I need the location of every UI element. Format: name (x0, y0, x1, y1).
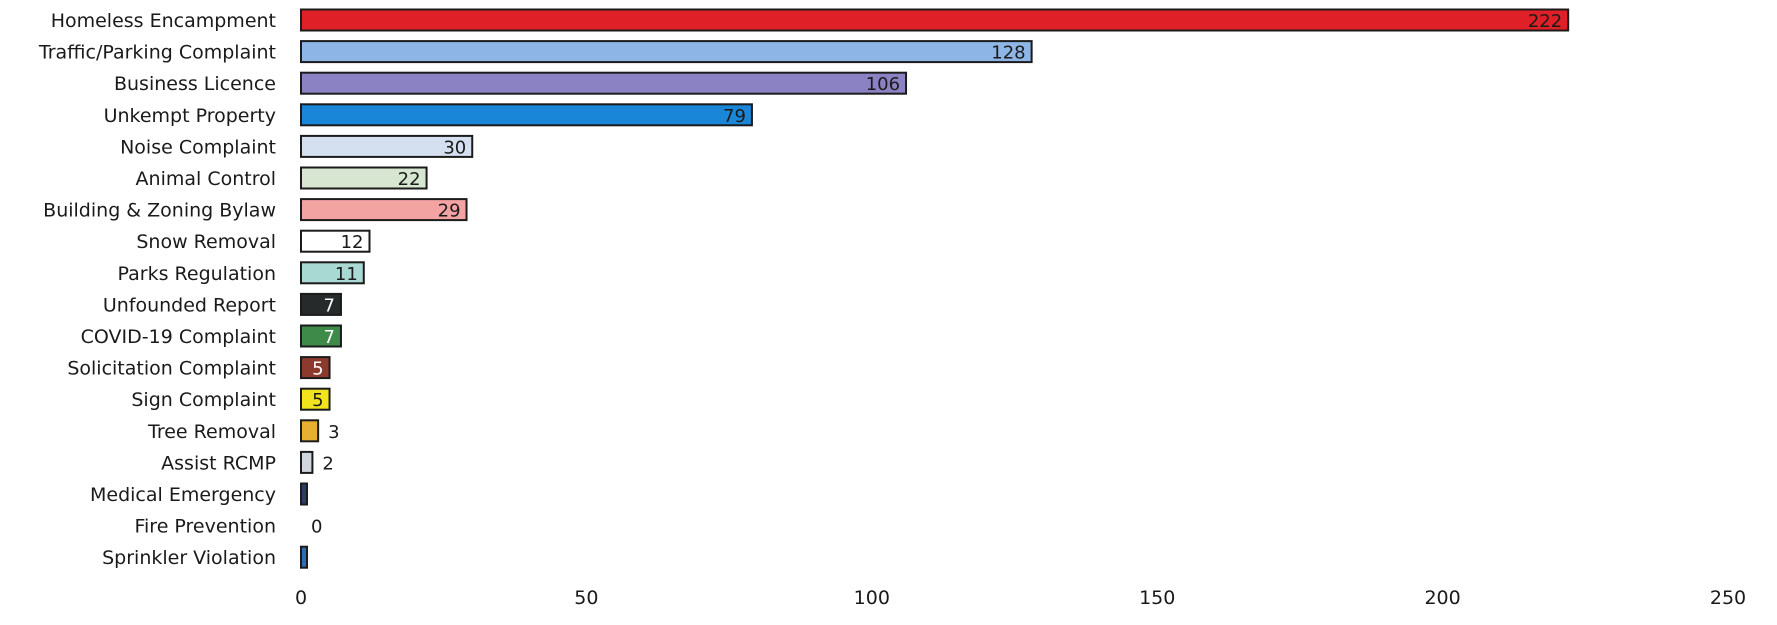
data-label: 5 (312, 390, 323, 411)
category-label: Traffic/Parking Complaint (38, 42, 276, 64)
category-label: Noise Complaint (120, 136, 276, 158)
data-label: 106 (866, 74, 900, 95)
bar (300, 229, 371, 253)
data-label: 5 (312, 359, 323, 380)
bar (300, 134, 474, 158)
category-label: Assist RCMP (161, 452, 276, 474)
data-label: 22 (398, 169, 421, 190)
data-label: 3 (328, 422, 339, 443)
category-label: Building & Zoning Bylaw (43, 200, 276, 222)
x-tick-label: 200 (1424, 587, 1460, 609)
bar (300, 450, 314, 474)
x-tick-label: 0 (295, 587, 307, 609)
data-label: 79 (723, 106, 746, 127)
bar (300, 545, 308, 569)
x-tick-label: 150 (1139, 587, 1175, 609)
bar (300, 419, 320, 443)
x-axis-tick-labels: 0 50 100 150 200 250 (295, 587, 1746, 609)
bar (300, 198, 468, 222)
x-tick-label: 250 (1710, 587, 1746, 609)
bar (300, 8, 1570, 32)
bar (300, 387, 331, 411)
category-label: Medical Emergency (90, 484, 276, 506)
category-label: Sprinkler Violation (102, 547, 276, 569)
bar (300, 482, 308, 506)
bar (300, 261, 365, 285)
bar (300, 356, 331, 380)
x-tick-label: 50 (574, 587, 598, 609)
category-label: Animal Control (136, 168, 276, 190)
category-label: Sign Complaint (131, 389, 276, 411)
category-label: Tree Removal (147, 421, 276, 443)
bar (300, 40, 1033, 64)
category-label: Solicitation Complaint (67, 358, 276, 380)
data-label: 128 (991, 43, 1025, 64)
data-label: 30 (443, 137, 466, 158)
category-label: Parks Regulation (118, 263, 276, 285)
category-labels: Homeless Encampment Traffic/Parking Compl… (38, 10, 276, 569)
bar (300, 166, 428, 190)
category-label: Unkempt Property (104, 105, 276, 127)
data-label: 29 (438, 201, 461, 222)
data-label: 2 (322, 453, 333, 474)
bar (300, 324, 342, 348)
data-label: 11 (335, 264, 358, 285)
category-label: Fire Prevention (134, 516, 276, 538)
bars (300, 8, 1570, 569)
data-label: 12 (341, 232, 364, 253)
bar (300, 71, 908, 95)
category-label: Homeless Encampment (51, 10, 276, 32)
data-label: 7 (324, 295, 335, 316)
bar (300, 292, 342, 316)
category-label: Business Licence (114, 73, 276, 95)
category-label: COVID-19 Complaint (81, 326, 276, 348)
bar (300, 103, 753, 127)
x-tick-label: 100 (854, 587, 890, 609)
category-label: Snow Removal (136, 231, 276, 253)
data-label: 7 (324, 327, 335, 348)
data-label: 222 (1528, 11, 1562, 32)
data-label: 0 (311, 517, 322, 538)
category-label: Unfounded Report (103, 294, 276, 316)
